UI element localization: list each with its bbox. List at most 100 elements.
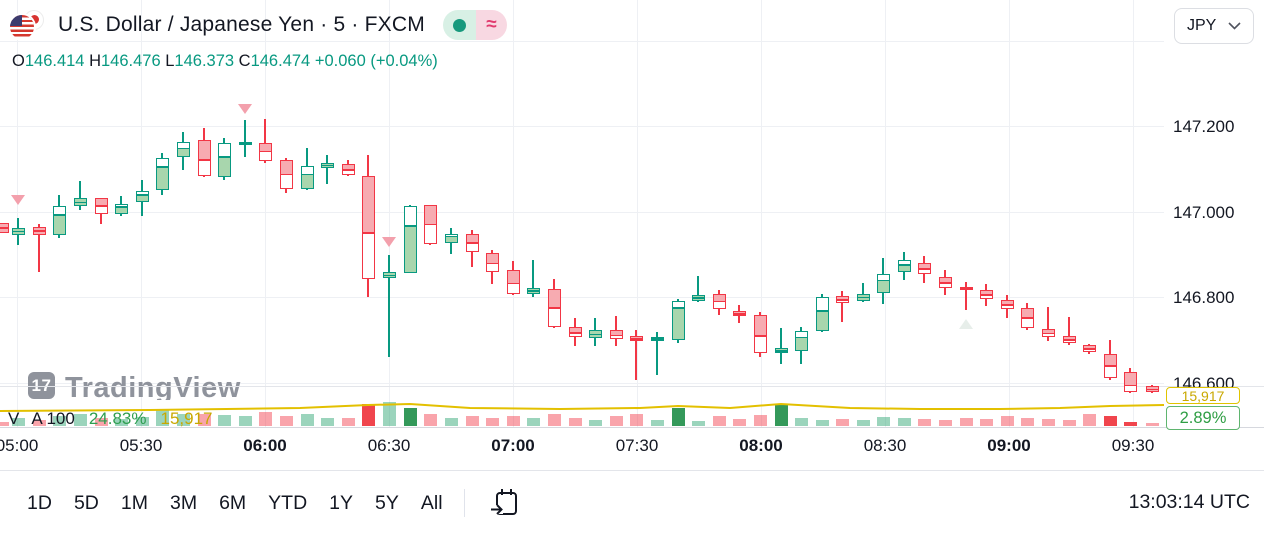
volume-bar[interactable] <box>444 418 458 426</box>
volume-bar[interactable] <box>876 416 890 426</box>
range-button-1d[interactable]: 1D <box>27 491 52 514</box>
candle-body[interactable] <box>1082 344 1096 352</box>
volume-bar[interactable] <box>94 418 108 426</box>
volume-bar[interactable] <box>217 414 231 426</box>
volume-bar[interactable] <box>568 418 582 426</box>
volume-bar[interactable] <box>0 421 9 426</box>
candle-body[interactable] <box>403 206 417 273</box>
range-button-6m[interactable]: 6M <box>219 491 247 514</box>
volume-bar[interactable] <box>52 415 66 426</box>
range-button-1y[interactable]: 1Y <box>329 491 354 514</box>
volume-bar[interactable] <box>671 408 685 426</box>
currency-dropdown[interactable]: JPY <box>1174 8 1254 44</box>
volume-bar[interactable] <box>485 418 499 426</box>
candle-body[interactable] <box>1123 371 1137 393</box>
volume-bar[interactable] <box>1000 415 1014 426</box>
candle-body[interactable] <box>485 252 499 273</box>
volume-bar[interactable] <box>300 414 314 426</box>
candle-body[interactable] <box>1145 386 1159 393</box>
volume-bar[interactable] <box>629 414 643 426</box>
candle-body[interactable] <box>506 269 520 294</box>
volume-bar[interactable] <box>959 418 973 426</box>
candle-body[interactable] <box>938 276 952 288</box>
candle-body[interactable] <box>320 162 334 168</box>
candle-body[interactable] <box>73 197 87 207</box>
volume-bar[interactable] <box>403 408 417 426</box>
volume-bar[interactable] <box>526 418 540 426</box>
candle-body[interactable] <box>753 314 767 354</box>
candle-body[interactable] <box>671 300 685 340</box>
candle-body[interactable] <box>1020 308 1034 328</box>
volume-bar[interactable] <box>835 419 849 426</box>
volume-bar[interactable] <box>11 418 25 426</box>
candle-body[interactable] <box>794 330 808 351</box>
candle-body[interactable] <box>526 287 540 294</box>
candle-body[interactable] <box>361 176 375 279</box>
volume-bar[interactable] <box>1041 419 1055 426</box>
volume-bar[interactable] <box>774 403 788 426</box>
volume-bar[interactable] <box>176 414 190 426</box>
candle-body[interactable] <box>568 326 582 337</box>
volume-bar[interactable] <box>465 415 479 426</box>
candle-body[interactable] <box>94 197 108 214</box>
range-button-ytd[interactable]: YTD <box>268 491 308 514</box>
volume-bar[interactable] <box>979 419 993 426</box>
candle-body[interactable] <box>238 141 252 145</box>
volume-bar[interactable] <box>320 418 334 426</box>
volume-bar[interactable] <box>423 414 437 426</box>
candle-body[interactable] <box>712 293 726 309</box>
candle-body[interactable] <box>300 165 314 189</box>
volume-bar[interactable] <box>135 416 149 426</box>
volume-bar[interactable] <box>897 418 911 426</box>
candle-body[interactable] <box>197 140 211 177</box>
candle-body[interactable] <box>774 347 788 354</box>
candle-body[interactable] <box>114 203 128 214</box>
delayed-data-badge[interactable]: ≈ <box>475 10 507 40</box>
range-button-5d[interactable]: 5D <box>73 491 99 514</box>
go-to-date-button[interactable] <box>489 486 521 520</box>
range-button-3m[interactable]: 3M <box>169 491 198 514</box>
range-button-5y[interactable]: 5Y <box>375 491 399 514</box>
candle-body[interactable] <box>979 290 993 300</box>
candle-body[interactable] <box>650 336 664 342</box>
candle-body[interactable] <box>135 191 149 202</box>
volume-bar[interactable] <box>609 415 623 426</box>
candle-body[interactable] <box>0 222 9 234</box>
candle-body[interactable] <box>547 288 561 327</box>
candle-body[interactable] <box>258 143 272 162</box>
volume-bar[interactable] <box>341 418 355 426</box>
candle-body[interactable] <box>423 204 437 244</box>
candle-body[interactable] <box>856 293 870 301</box>
candle-body[interactable] <box>155 158 169 190</box>
volume-bar[interactable] <box>938 420 952 426</box>
volume-bar[interactable] <box>753 414 767 426</box>
volume-bar[interactable] <box>1062 420 1076 426</box>
candle-body[interactable] <box>815 296 829 331</box>
volume-bar[interactable] <box>279 415 293 426</box>
volume-legend[interactable]: V A 100 24.83% 15,917 <box>8 409 213 429</box>
market-open-badge[interactable] <box>442 10 476 40</box>
candle-body[interactable] <box>32 227 46 235</box>
candle-body[interactable] <box>588 329 602 339</box>
candle-body[interactable] <box>732 311 746 316</box>
volume-bar[interactable] <box>155 409 169 426</box>
volume-bar[interactable] <box>1082 414 1096 426</box>
candle-body[interactable] <box>1000 299 1014 309</box>
candle-body[interactable] <box>897 260 911 273</box>
volume-bar[interactable] <box>506 415 520 426</box>
volume-bar[interactable] <box>794 418 808 426</box>
candle-body[interactable] <box>279 159 293 189</box>
volume-bar[interactable] <box>1145 422 1159 426</box>
candle-body[interactable] <box>835 296 849 303</box>
volume-bar[interactable] <box>73 414 87 426</box>
candle-body[interactable] <box>341 164 355 175</box>
candle-body[interactable] <box>465 233 479 252</box>
range-button-all[interactable]: All <box>420 491 443 514</box>
volume-bar[interactable] <box>712 415 726 426</box>
volume-bar[interactable] <box>732 419 746 426</box>
volume-bar[interactable] <box>197 414 211 426</box>
volume-bar[interactable] <box>361 403 375 426</box>
candle-body[interactable] <box>876 273 890 294</box>
volume-bar[interactable] <box>382 402 396 426</box>
candle-body[interactable] <box>609 329 623 339</box>
